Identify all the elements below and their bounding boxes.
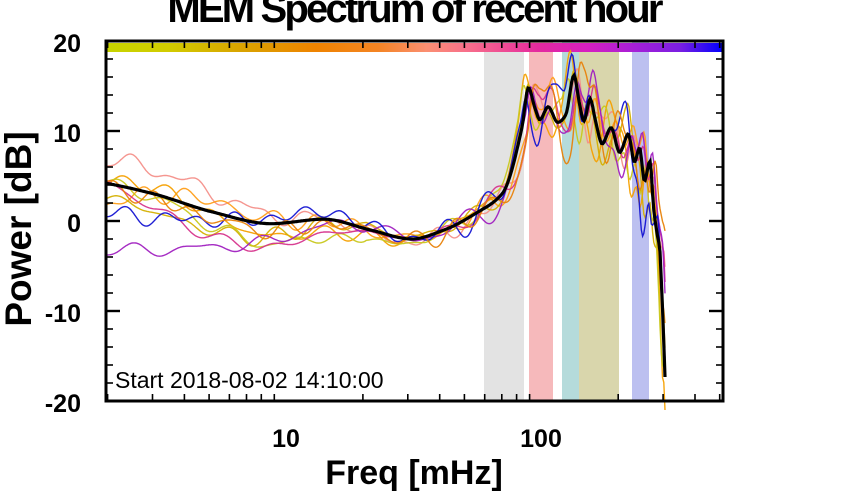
svg-text:Power [dB]: Power [dB]	[0, 131, 39, 326]
svg-text:10: 10	[272, 425, 300, 453]
svg-text:MEM Spectrum of recent hour: MEM Spectrum of recent hour	[167, 0, 663, 31]
svg-text:10: 10	[53, 120, 81, 148]
svg-text:100: 100	[520, 425, 562, 453]
svg-text:20: 20	[53, 30, 81, 58]
svg-text:-10: -10	[45, 300, 81, 328]
svg-text:Start 2018-08-02 14:10:00: Start 2018-08-02 14:10:00	[115, 367, 384, 393]
svg-text:-20: -20	[45, 390, 81, 418]
svg-text:0: 0	[67, 210, 81, 238]
svg-text:Freq [mHz]: Freq [mHz]	[325, 454, 503, 492]
